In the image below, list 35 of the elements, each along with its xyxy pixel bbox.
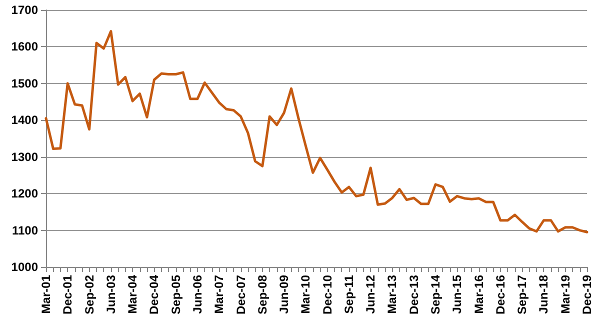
x-tick-label: Sep-05 [168,274,183,314]
y-tick-label: 1500 [11,76,38,90]
x-tick-label: Sep-14 [428,274,443,314]
y-tick-label: 1300 [11,150,38,164]
y-tick-label: 1700 [11,3,38,17]
x-tick-label: Jun-03 [104,274,118,314]
x-tick-label: Jun-12 [364,274,378,314]
y-tick-label: 1200 [11,186,38,201]
x-tick-label: Dec-10 [320,274,334,314]
x-tick-label: Mar-04 [126,274,140,314]
line-series [44,30,588,234]
x-tick-label: Mar-13 [385,274,400,314]
x-tick-label: Dec-13 [406,274,421,314]
x-tick-label: Mar-10 [298,274,313,314]
x-tick-label: Dec-01 [60,274,75,314]
x-tick-label: Sep-02 [82,274,96,314]
x-tick-label: Jun-06 [190,274,204,314]
x-tick-label: Dec-16 [493,274,508,314]
x-tick-label: Mar-16 [472,274,486,314]
x-tick-label: Sep-17 [515,274,530,314]
x-tick-label: Jun-18 [536,274,551,314]
x-tick-label: Mar-07 [212,274,226,314]
x-tick-label: Dec-04 [147,274,162,314]
x-tick-label: Jun-15 [450,274,464,314]
x-tick-label: Sep-11 [342,274,356,314]
x-tick-label: Dec-07 [234,274,248,314]
x-tick-label: Mar-19 [558,274,572,314]
x-tick-label: Dec-19 [580,274,594,314]
y-tick-label: 1400 [11,113,38,128]
x-tick-label: Sep-08 [255,274,270,314]
x-tick-label: Jun-09 [277,274,292,314]
x-tick-label: Mar-01 [39,274,53,314]
y-tick-label: 1100 [12,223,38,238]
y-tick-label: 1600 [11,40,38,54]
y-tick-label: 1000 [11,260,38,274]
